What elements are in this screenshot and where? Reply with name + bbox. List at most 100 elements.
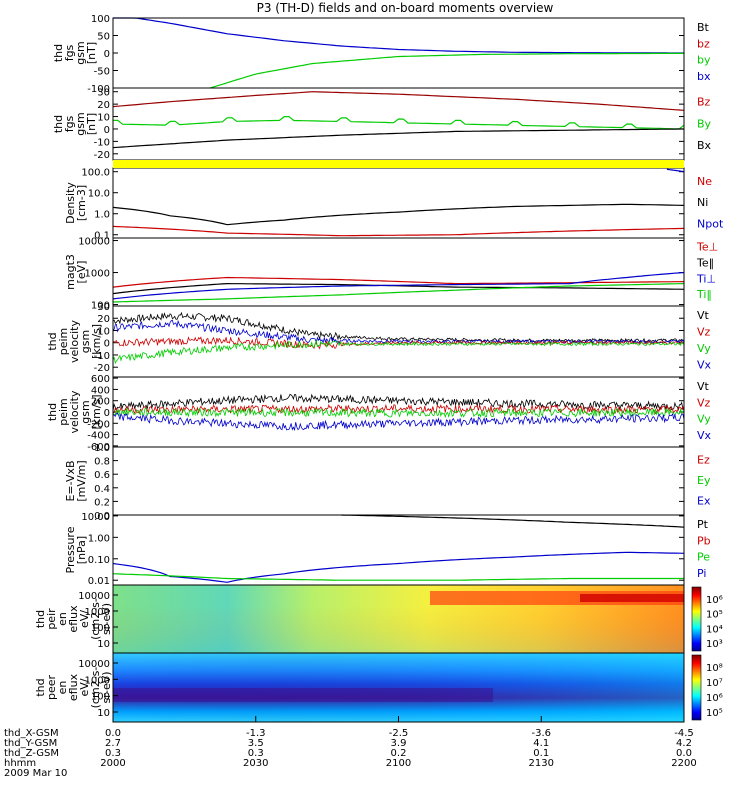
panel-frame	[112, 305, 685, 378]
colorbar	[691, 586, 702, 652]
series-line-By	[112, 115, 685, 130]
legend-Bt: Bt	[697, 21, 710, 34]
legend-Ne: Ne	[697, 175, 712, 188]
panel-frame	[112, 167, 685, 239]
ytick-label: 1.0	[94, 443, 110, 454]
ytick-label: 400	[91, 385, 110, 396]
ylabel-line: eflux	[67, 605, 80, 633]
ylabel-line: thd	[46, 403, 59, 421]
panel-frame	[112, 87, 685, 161]
series-line-Ne	[112, 225, 685, 237]
yellow-bar-indicator	[113, 160, 684, 168]
colorbar-label: 10⁵	[706, 708, 723, 719]
ylabel-line: eV/	[78, 610, 91, 628]
legend-Ti‖: Ti‖	[696, 288, 712, 301]
ylabel-line: thd	[34, 610, 47, 628]
ytick-label: 20	[97, 100, 110, 111]
panel-ylabel: thdpeimvelocitygsm[km/s]	[46, 390, 103, 433]
ylabel-line: Density	[64, 182, 77, 224]
spectrogram-hot-core	[580, 594, 684, 602]
ylabel-line: peir	[45, 608, 58, 630]
ylabel-line: Pressure	[64, 526, 77, 573]
xaxis-value: 4.2	[676, 738, 692, 749]
date-label: 2009 Mar 10	[4, 768, 67, 779]
xaxis-value: -2.5	[389, 728, 409, 739]
legend-Npot: Npot	[697, 217, 724, 230]
panel-ylabel: thdpeirenefluxeV/(cm2-s-sr-eV)	[34, 598, 113, 640]
panel-3: Density[cm-3] 100.0 10.0 1.0 0.1 Ne Ni Npot	[64, 167, 724, 242]
ylabel-line: peer	[45, 675, 58, 701]
ytick-label: 1000	[85, 269, 110, 280]
colorbar-label: 10⁷	[706, 678, 723, 689]
legend-Bx: Bx	[697, 139, 712, 152]
legend-Vz: Vz	[697, 326, 711, 339]
legend-Vy: Vy	[697, 342, 711, 355]
series-line-Vy	[112, 407, 685, 419]
ylabel-line: gsm	[79, 400, 92, 423]
ylabel-line: [eV]	[75, 261, 88, 284]
ylabel-line: eflux	[67, 673, 80, 701]
series-line-Vx	[112, 412, 685, 432]
ytick-label: 0.10	[88, 555, 110, 566]
ylabel-line: en	[56, 681, 69, 695]
legend-Pb: Pb	[697, 534, 711, 547]
series-line-bx	[113, 17, 684, 54]
xaxis-value: 0.0	[676, 748, 692, 759]
legend-Ey: Ey	[697, 474, 711, 487]
panel-10: thdpeerenefluxeV/(cm2-s-sr-eV)10000 1000 1…	[34, 652, 723, 723]
colorbar-label: 10⁶	[706, 595, 723, 606]
ytick-label: -400	[87, 431, 110, 442]
ylabel-line: gsm	[74, 112, 87, 135]
ytick-label: 30	[97, 302, 110, 313]
panel-9: thdpeirenefluxeV/(cm2-s-sr-eV)10000 1000 1…	[34, 584, 723, 654]
ylabel-line: sr-eV)	[100, 671, 113, 703]
legend-Vx: Vx	[697, 359, 712, 372]
ytick-label: 10.0	[88, 189, 110, 200]
ytick-label: 100	[91, 692, 110, 703]
ylabel-line: peim	[57, 328, 70, 356]
ytick-label: 10000	[78, 237, 110, 248]
xaxis-value: 0.0	[105, 728, 121, 739]
series-line-Npot	[666, 168, 685, 173]
panel-ylabel: E=-VxB[mV/m]	[64, 460, 88, 501]
panel-ylabel: thdpeimvelocitygsm[km/s]	[46, 320, 103, 363]
ylabel-line: gsm	[79, 330, 92, 353]
series-line-Pi	[112, 551, 685, 583]
series-line-Vz	[112, 403, 685, 415]
ylabel-line: magt3	[64, 254, 77, 290]
ytick-label: 0.1	[94, 231, 110, 242]
ylabel-line: E=-VxB	[64, 460, 77, 501]
ytick-label: -20	[94, 150, 110, 161]
ylabel-line: thd	[34, 678, 47, 696]
panel-ylabel: Pressure[nPa]	[64, 526, 88, 573]
series-line-Pt	[341, 514, 685, 528]
xaxis-value: -4.5	[674, 728, 694, 739]
ylabel-line: fgs	[63, 44, 76, 61]
ytick-label: 10	[97, 326, 110, 337]
ytick-label: -200	[87, 419, 110, 430]
series-line-Pe	[112, 573, 684, 581]
colorbar-label: 10⁶	[706, 693, 723, 704]
xaxis-value: 2000	[100, 758, 125, 769]
panel-ylabel: Density[cm-3]	[64, 182, 88, 224]
panel-1: thdfgsgsm[nT] 100 50 0 -50 -100 Bt bz by bx	[52, 14, 711, 95]
ytick-label: 10000	[78, 591, 110, 602]
panel-8: Pressure[nPa] 10.00 1.00 0.10 0.01 Pt Pb Pe Pi	[64, 512, 711, 587]
xaxis-row-label: thd_Y-GSM	[4, 738, 57, 749]
colorbar-label: 10⁴	[706, 624, 723, 635]
legend-Pe: Pe	[697, 551, 710, 564]
panel-frame	[112, 237, 685, 307]
ylabel-line: sr-eV)	[100, 603, 113, 635]
colorbar-label: 10⁸	[706, 663, 723, 674]
ylabel-line: velocity	[68, 320, 81, 363]
ylabel-line: (cm2-s-	[89, 667, 102, 709]
ylabel-line: [mV/m]	[75, 460, 88, 501]
ylabel-line: (cm2-s-	[89, 598, 102, 640]
ytick-label: 10000	[78, 659, 110, 670]
ytick-label: -10	[94, 351, 110, 362]
series-line-Bx	[112, 128, 684, 149]
ylabel-line: [km/s]	[90, 324, 103, 359]
x-axis-labels: thd_X-GSM 0.0 -1.3 -2.5 -3.6 -4.5 thd_Y-GSM 2.7…	[4, 716, 697, 779]
